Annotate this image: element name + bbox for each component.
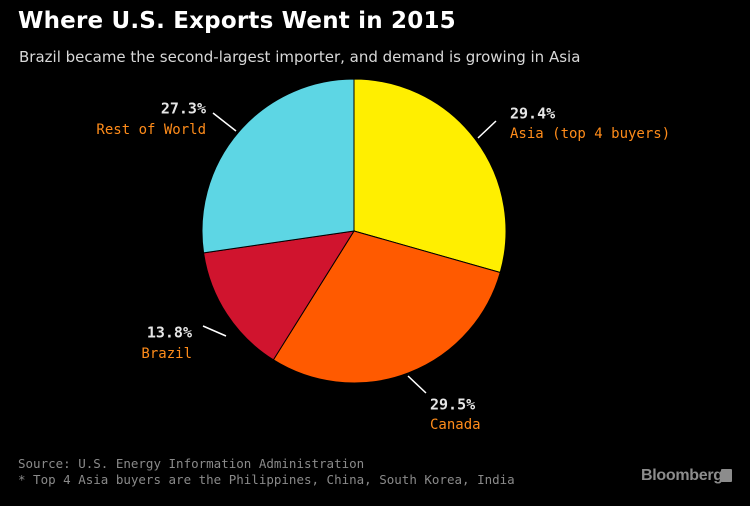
brand-mark-icon: [721, 469, 732, 482]
category-label-canada: Canada: [430, 417, 481, 433]
pie-slice-canada: [272, 230, 501, 384]
pie-slice-asia-top-4-buyers: [353, 78, 507, 274]
footnote: * Top 4 Asia buyers are the Philippines,…: [18, 472, 515, 487]
category-label-brazil: Brazil: [141, 346, 192, 362]
pie-slice-rest-of-world: [201, 78, 355, 254]
category-label-asia-top-4-buyers: Asia (top 4 buyers): [510, 126, 670, 142]
leader-line-rest-of-world: [212, 112, 237, 132]
chart-footer: Source: U.S. Energy Information Administ…: [18, 456, 515, 488]
chart-title: Where U.S. Exports Went in 2015: [18, 8, 456, 34]
value-label-rest-of-world: 27.3%: [161, 100, 206, 118]
leader-line-brazil: [202, 325, 227, 337]
category-label-rest-of-world: Rest of World: [96, 122, 206, 138]
brand-logo: Bloomberg: [641, 467, 723, 484]
value-label-brazil: 13.8%: [147, 324, 192, 342]
source-note: Source: U.S. Energy Information Administ…: [18, 456, 365, 471]
chart-subtitle: Brazil became the second-largest importe…: [19, 48, 581, 66]
value-label-asia-top-4-buyers: 29.4%: [510, 105, 555, 123]
leader-line-canada: [407, 375, 427, 394]
value-label-canada: 29.5%: [430, 396, 475, 414]
pie-slice-brazil: [203, 230, 355, 361]
leader-line-asia-top-4-buyers: [477, 120, 497, 139]
